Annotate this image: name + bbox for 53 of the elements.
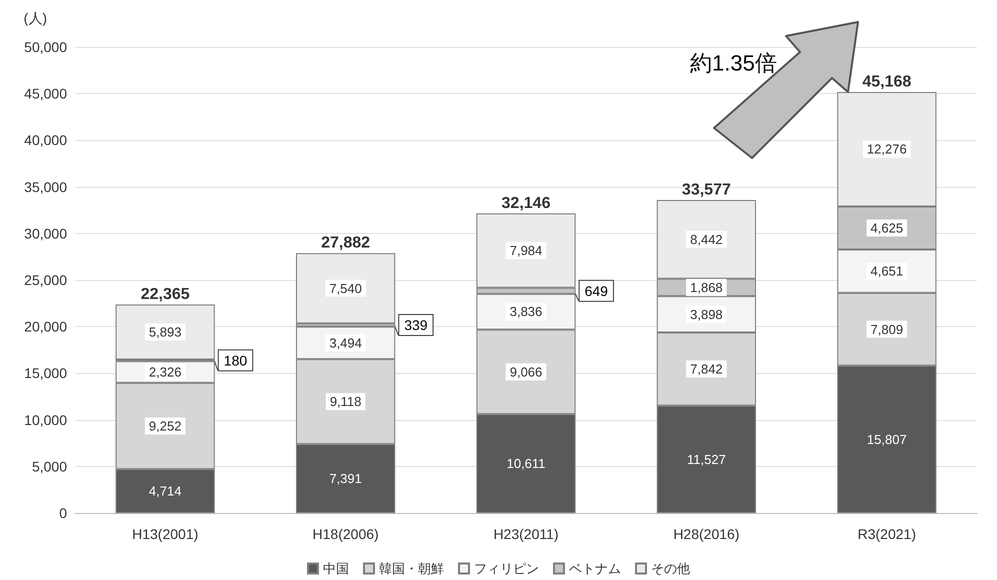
total-label: 45,168 bbox=[862, 74, 912, 91]
total-label: 33,577 bbox=[682, 182, 731, 199]
data-label: 4,651 bbox=[870, 264, 904, 279]
y-tick-label: 20,000 bbox=[24, 318, 68, 335]
data-label: 10,611 bbox=[506, 456, 546, 472]
legend-label: 中国 bbox=[323, 561, 349, 576]
data-label: 180 bbox=[224, 352, 248, 368]
y-tick-label: 0 bbox=[59, 505, 68, 521]
data-label: 339 bbox=[404, 316, 428, 333]
data-label: 7,540 bbox=[329, 280, 362, 296]
x-tick-label: H23(2011) bbox=[493, 526, 559, 542]
data-label: 9,118 bbox=[330, 394, 362, 410]
y-tick-label: 10,000 bbox=[24, 412, 68, 428]
data-label: 9,066 bbox=[510, 364, 542, 380]
data-label: 1,868 bbox=[690, 280, 723, 295]
data-label: 4,714 bbox=[148, 484, 182, 499]
data-label: 5,893 bbox=[148, 324, 182, 340]
data-label: 3,494 bbox=[329, 335, 362, 350]
data-label: 3,836 bbox=[510, 304, 542, 320]
data-label: 2,326 bbox=[148, 364, 182, 380]
y-tick-label: 35,000 bbox=[24, 178, 68, 195]
y-tick-label: 25,000 bbox=[24, 272, 68, 288]
legend-label: 韓国・朝鮮 bbox=[379, 561, 444, 576]
y-tick-label: 40,000 bbox=[24, 132, 68, 148]
data-label: 7,809 bbox=[870, 322, 904, 337]
data-label: 7,984 bbox=[510, 243, 542, 258]
legend-label: その他 bbox=[651, 561, 690, 576]
legend-label: フィリピン bbox=[474, 561, 539, 576]
y-tick-label: 30,000 bbox=[24, 225, 68, 242]
y-tick-label: 15,000 bbox=[24, 365, 68, 382]
data-label: 9,252 bbox=[148, 418, 182, 434]
x-tick-label: H13(2001) bbox=[132, 526, 198, 542]
data-label: 7,842 bbox=[690, 362, 723, 377]
legend-label: ベトナム bbox=[569, 561, 621, 576]
y-tick-label: 45,000 bbox=[24, 86, 68, 102]
y-tick-label: 5,000 bbox=[32, 458, 68, 474]
data-label: 15,807 bbox=[866, 432, 907, 447]
data-label: 649 bbox=[584, 282, 608, 299]
x-tick-label: H28(2016) bbox=[673, 526, 740, 542]
total-label: 27,882 bbox=[321, 234, 370, 252]
data-label: 12,276 bbox=[866, 142, 907, 157]
annotation: 約1.35倍 bbox=[690, 50, 777, 76]
x-tick-label: H18(2006) bbox=[312, 526, 379, 542]
y-tick-label: 50,000 bbox=[24, 39, 68, 55]
data-label: 7,391 bbox=[329, 471, 362, 486]
data-label: 11,527 bbox=[687, 452, 726, 467]
data-label: 8,442 bbox=[690, 232, 723, 247]
y-axis-title: (人) bbox=[24, 10, 47, 26]
data-label: 3,898 bbox=[690, 306, 723, 322]
total-label: 22,365 bbox=[140, 286, 190, 304]
x-tick-label: R3(2021) bbox=[858, 526, 916, 542]
total-label: 32,146 bbox=[502, 194, 551, 212]
data-label: 4,625 bbox=[870, 220, 904, 236]
